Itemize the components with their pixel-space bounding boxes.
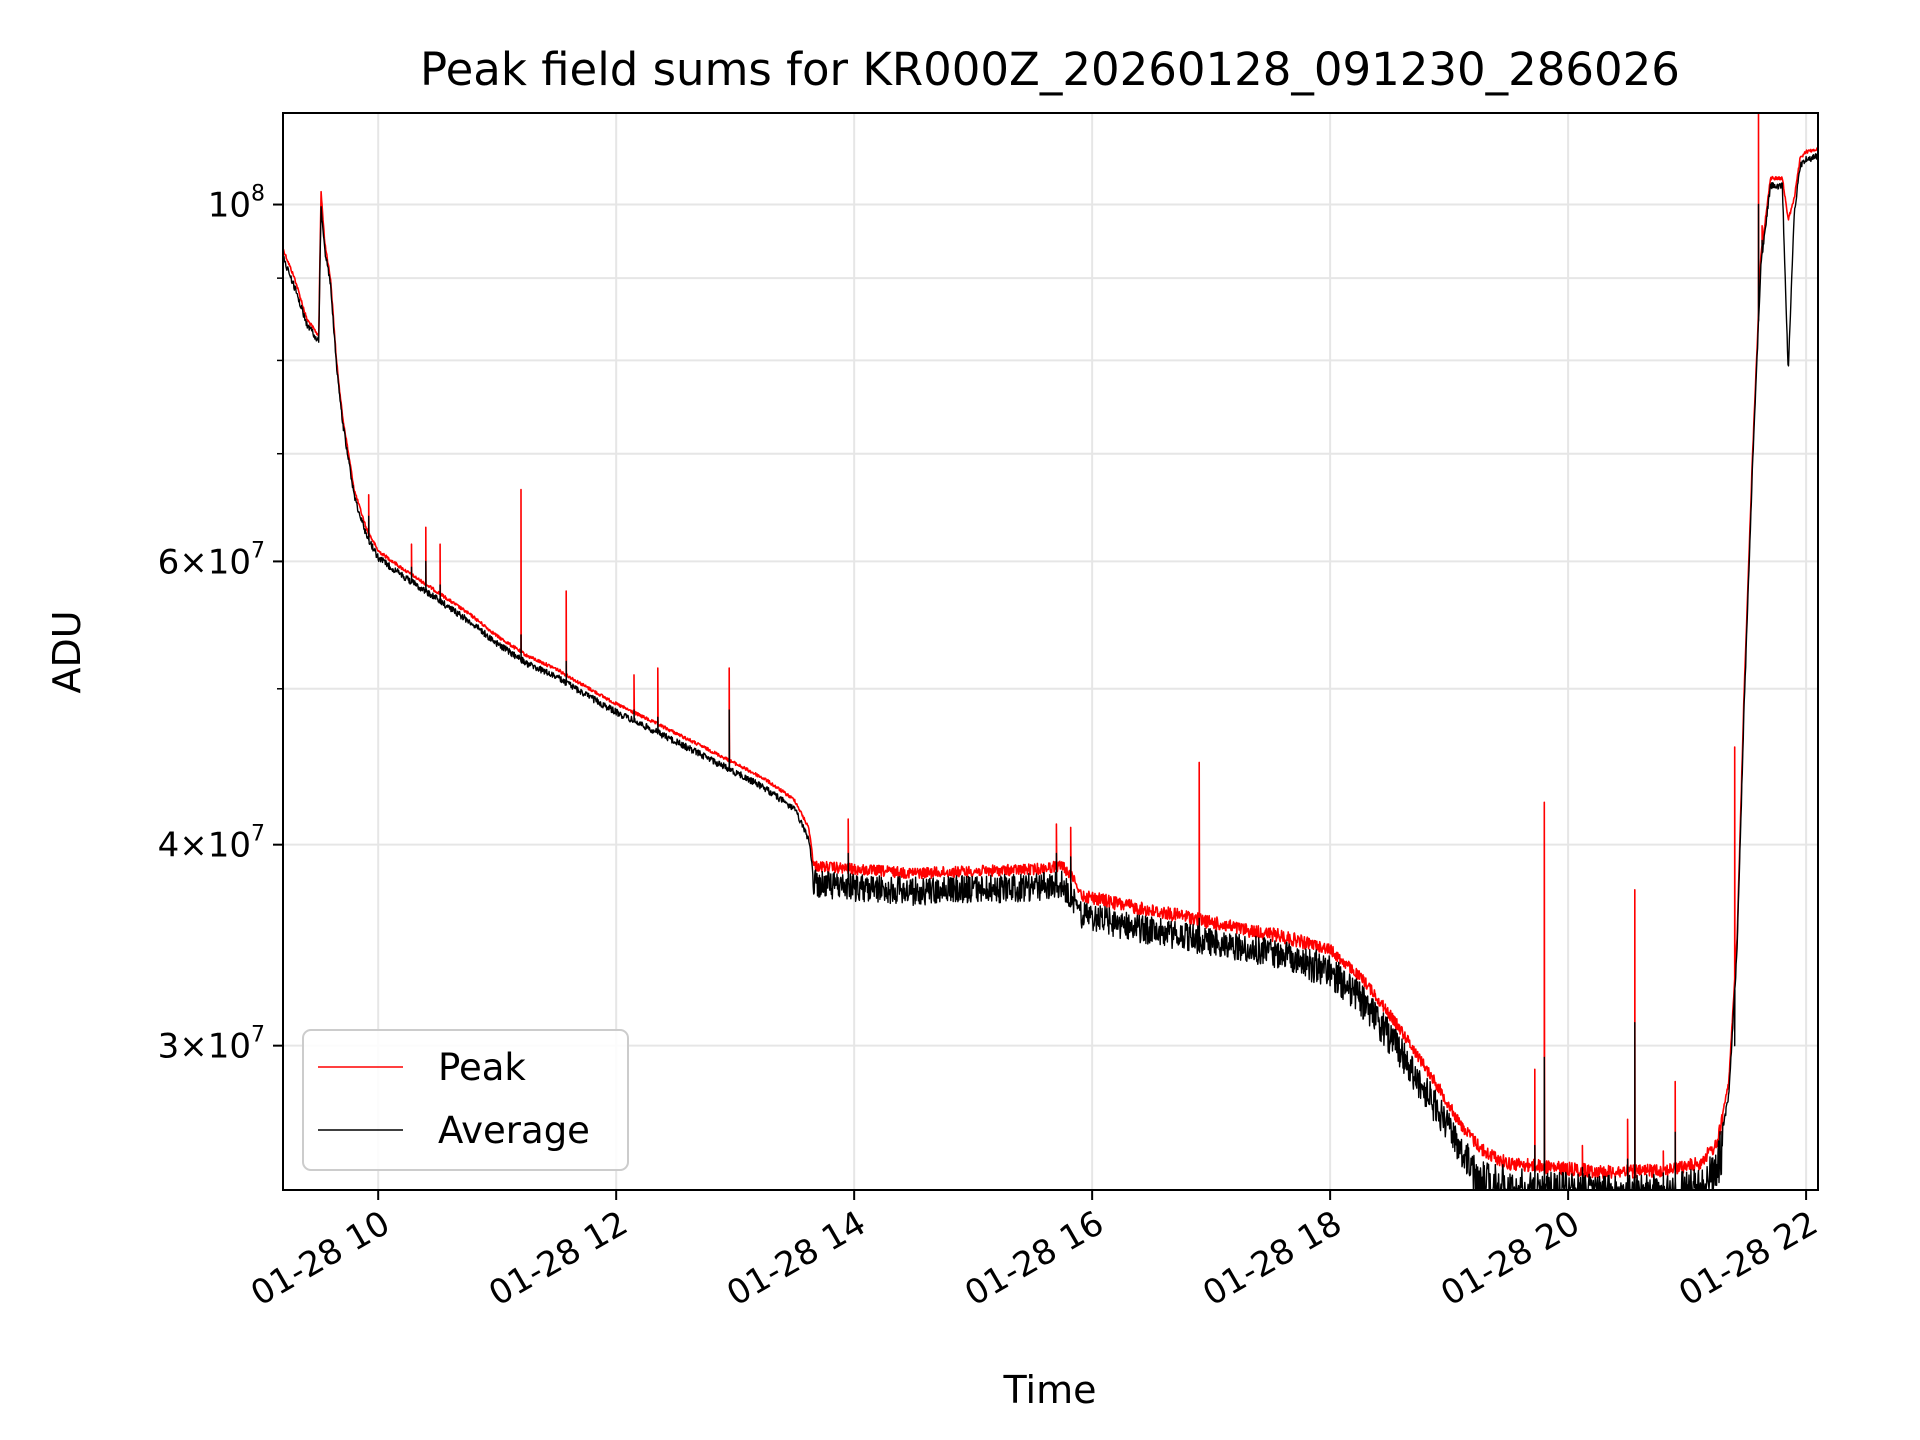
- legend-label-average: Average: [438, 1109, 590, 1152]
- y-axis-label: ADU: [45, 610, 89, 693]
- x-axis-label: Time: [1003, 1368, 1097, 1412]
- y-tick-label: 108: [208, 182, 265, 226]
- chart-title: Peak field sums for KR000Z_20260128_0912…: [420, 43, 1680, 96]
- y-tick-label: 4×107: [158, 822, 265, 866]
- y-tick-label: 6×107: [158, 538, 265, 582]
- legend-label-peak: Peak: [438, 1046, 526, 1089]
- plot-frame: [282, 112, 1819, 1191]
- legend-box: [302, 1029, 629, 1171]
- y-tick-label: 3×107: [158, 1023, 265, 1067]
- series-line-peak: [282, 112, 1819, 1180]
- grid: [283, 113, 1818, 1190]
- legend: Peak Average: [302, 1029, 629, 1171]
